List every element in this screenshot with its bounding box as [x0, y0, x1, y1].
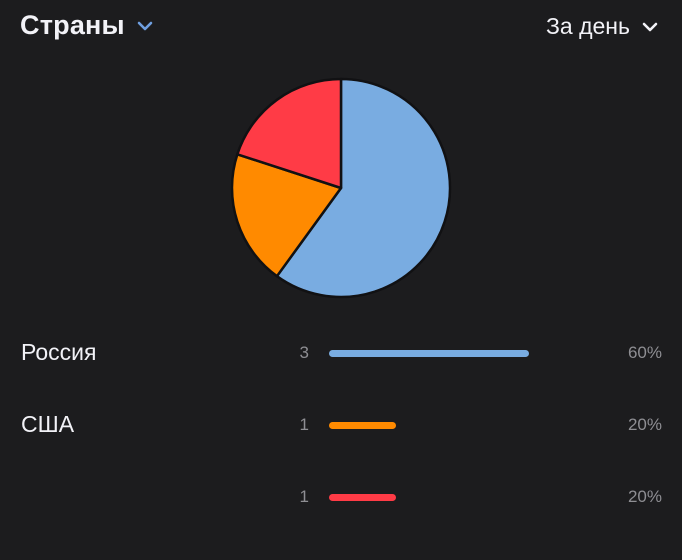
countries-dropdown[interactable]: Страны	[20, 10, 153, 41]
period-label: За день	[546, 13, 630, 39]
share-bar	[329, 422, 396, 429]
list-item[interactable]: США 1 20%	[0, 389, 682, 461]
share-bar-track	[329, 422, 529, 429]
period-dropdown[interactable]: За день	[546, 13, 658, 40]
country-percent: 20%	[627, 487, 662, 506]
list-item[interactable]: 1 20%	[0, 461, 682, 533]
country-count: 1	[299, 415, 309, 434]
country-percent: 20%	[627, 415, 662, 434]
country-label: США	[21, 411, 75, 437]
share-bar-track	[329, 350, 529, 357]
share-bar-track	[329, 494, 529, 501]
page-title: Страны	[20, 10, 125, 40]
chevron-down-icon	[137, 21, 153, 31]
pie-slice	[275, 77, 452, 299]
pie-chart-svg	[230, 77, 452, 299]
share-bar	[329, 350, 529, 357]
chevron-down-icon	[642, 22, 658, 32]
pie-slice	[236, 77, 343, 190]
country-label: Россия	[21, 339, 97, 365]
country-list: Россия 3 60% США 1 20% 1 20%	[0, 317, 682, 533]
country-count: 3	[299, 343, 309, 362]
country-percent: 60%	[627, 343, 662, 362]
header: Страны За день	[0, 0, 682, 56]
share-bar	[329, 494, 396, 501]
pie-slice	[230, 153, 343, 278]
pie-chart	[228, 74, 454, 302]
country-count: 1	[299, 487, 309, 506]
list-item[interactable]: Россия 3 60%	[0, 317, 682, 389]
